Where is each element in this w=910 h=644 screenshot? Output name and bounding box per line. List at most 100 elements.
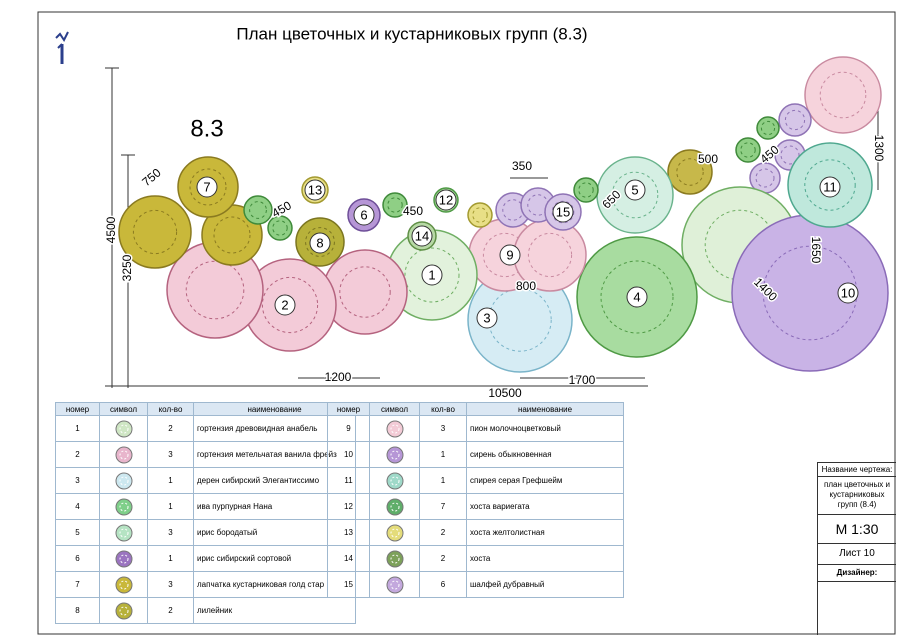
symbol-icon xyxy=(115,576,132,593)
dimension: 1650 xyxy=(809,237,823,264)
column-header: кол-во xyxy=(419,402,467,416)
table-row: 13 2 хоста желтолистная xyxy=(327,519,624,546)
plant-shape xyxy=(804,56,882,134)
symbol xyxy=(99,493,148,520)
scale: М 1:30 xyxy=(818,515,896,544)
plant-marker xyxy=(626,286,648,308)
plant-pattern xyxy=(527,232,573,278)
plant-marker xyxy=(274,294,296,316)
plant-pattern xyxy=(760,120,776,136)
legend-table-left: номер символ кол-во наименование 1 2 гортензия… xyxy=(55,402,356,624)
plant-marker xyxy=(309,232,331,254)
quantity: 1 xyxy=(147,545,194,572)
symbol-icon xyxy=(115,550,132,567)
plant-pattern xyxy=(780,145,800,165)
symbol-icon xyxy=(115,446,132,463)
plant-marker xyxy=(435,189,457,211)
quantity: 1 xyxy=(147,493,194,520)
plant-name: хоста вариегата xyxy=(466,493,624,520)
table-row: 6 1 ирис сибирский сортовой xyxy=(55,545,356,572)
plant-number: 6 xyxy=(360,207,367,222)
plant-pattern xyxy=(339,266,391,318)
symbol xyxy=(99,441,148,468)
quantity: 2 xyxy=(147,597,194,624)
plant-number: 3 xyxy=(483,310,490,325)
title-block: Название чертежа: план цветочных и куста… xyxy=(817,462,896,635)
dimension: 450 xyxy=(269,198,294,220)
quantity: 2 xyxy=(147,415,194,442)
plant-number: 1 xyxy=(428,267,435,282)
number: 13 xyxy=(327,519,370,546)
table-row: 1 2 гортензия древовидная анабель xyxy=(55,415,356,442)
plant-pattern xyxy=(132,209,178,255)
number: 10 xyxy=(327,441,370,468)
symbol-icon xyxy=(115,472,132,489)
plant-marker xyxy=(421,264,443,286)
plant-number: 7 xyxy=(203,179,210,194)
quantity: 3 xyxy=(147,441,194,468)
designer: Дизайнер: xyxy=(818,565,896,582)
number: 3 xyxy=(55,467,100,494)
number: 12 xyxy=(327,493,370,520)
plant-marker xyxy=(552,201,574,223)
symbol xyxy=(369,519,420,546)
number: 9 xyxy=(327,415,370,442)
symbol-icon xyxy=(386,420,403,437)
column-header: кол-во xyxy=(147,402,194,416)
plant-pattern xyxy=(249,201,267,219)
number: 5 xyxy=(55,519,100,546)
quantity: 7 xyxy=(419,493,467,520)
symbol-icon xyxy=(115,524,132,541)
plant-shape xyxy=(573,177,599,203)
plant-name: спирея серая Грефшейм xyxy=(466,467,624,494)
plant-shape xyxy=(382,192,408,218)
plant-pattern xyxy=(819,71,867,119)
quantity: 1 xyxy=(419,441,467,468)
plant-shape xyxy=(756,116,780,140)
symbol xyxy=(369,467,420,494)
symbol-icon xyxy=(386,576,403,593)
plant-marker xyxy=(476,307,498,329)
symbol-icon xyxy=(386,446,403,463)
plant-pattern xyxy=(600,260,674,334)
symbol-icon xyxy=(115,420,132,437)
plant-pattern xyxy=(472,207,488,223)
plant-number: 9 xyxy=(506,247,513,262)
plant-shape xyxy=(467,202,493,228)
table-row: 15 6 шалфей дубравный xyxy=(327,571,624,598)
symbol-icon xyxy=(115,498,132,515)
column-header: символ xyxy=(99,402,148,416)
symbol-icon xyxy=(386,550,403,567)
plant-number: 15 xyxy=(556,204,570,219)
plant-pattern xyxy=(784,109,806,131)
dimension: 500 xyxy=(698,152,718,166)
plant-pattern xyxy=(305,227,335,257)
plant-marker xyxy=(411,225,433,247)
symbol xyxy=(99,415,148,442)
table-row: 2 3 гортензия метельчатая ванила фрейз xyxy=(55,441,356,468)
number: 4 xyxy=(55,493,100,520)
name-label: Название чертежа: xyxy=(818,463,896,477)
number: 1 xyxy=(55,415,100,442)
plant-pattern xyxy=(551,200,575,224)
symbol xyxy=(99,545,148,572)
symbol xyxy=(99,597,148,624)
symbol-icon xyxy=(386,472,403,489)
header-row: номер символ кол-во наименование xyxy=(55,402,356,416)
frame xyxy=(37,11,896,635)
plant-name: лилейник xyxy=(193,597,356,624)
plant-pattern xyxy=(404,247,460,303)
plant-marker xyxy=(837,282,859,304)
plant-shape xyxy=(778,103,812,137)
column-header: символ xyxy=(369,402,420,416)
plant-name: пион молочноцветковый xyxy=(466,415,624,442)
plant-number: 5 xyxy=(631,182,638,197)
plant-name: хоста желтолистная xyxy=(466,519,624,546)
symbol-icon xyxy=(115,602,132,619)
column-header: наименование xyxy=(466,402,624,416)
table-row: 9 3 пион молочноцветковый xyxy=(327,415,624,442)
plant-name: шалфей дубравный xyxy=(466,571,624,598)
drawing-name: план цветочных и кустарниковых групп (8.… xyxy=(818,477,896,515)
quantity: 1 xyxy=(147,467,194,494)
